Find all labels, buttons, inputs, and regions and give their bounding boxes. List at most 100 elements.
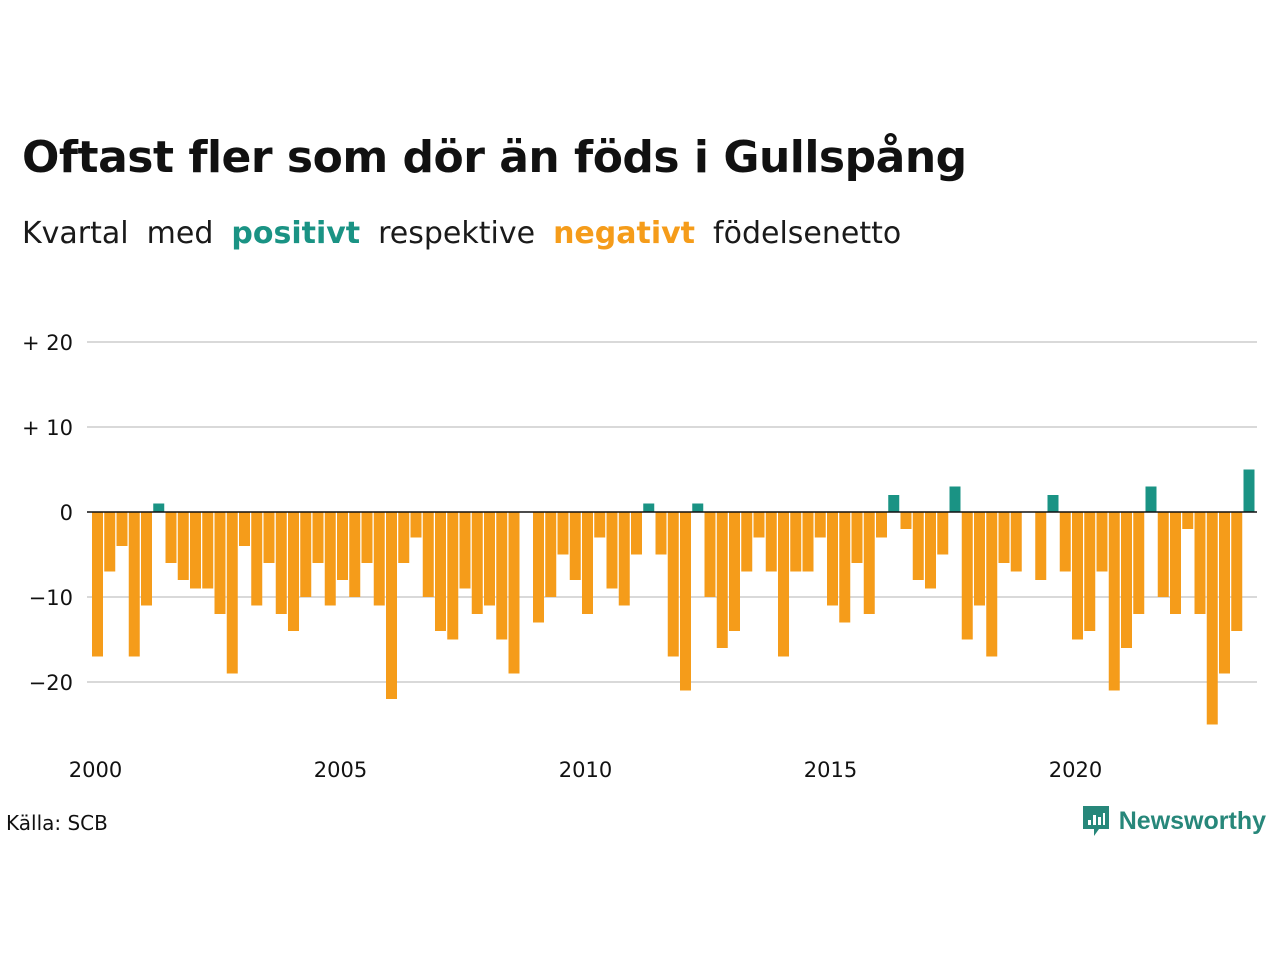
bar <box>373 512 385 606</box>
bar <box>361 512 373 563</box>
chart-title: Oftast fler som dör än föds i Gullspång <box>22 132 967 183</box>
bar <box>1072 512 1083 640</box>
bar <box>925 512 936 589</box>
bar <box>667 512 679 657</box>
bar <box>765 512 777 572</box>
bar <box>618 512 630 606</box>
bar <box>312 512 324 563</box>
bar <box>447 512 459 640</box>
x-tick-label: 2010 <box>559 758 612 782</box>
bar <box>116 512 128 546</box>
bar <box>226 512 238 674</box>
bar <box>202 512 214 589</box>
bar <box>557 512 569 555</box>
bar <box>128 512 140 657</box>
bar-chart: + 20 + 10 0 −10 −20 2000 2005 2010 2015 2020 <box>22 331 1257 782</box>
source-label: Källa: SCB <box>6 811 108 835</box>
subtitle-word-fodelsenetto: födelsenetto <box>713 216 902 251</box>
bar <box>533 512 544 623</box>
bar-chart-icon <box>1082 806 1109 836</box>
bar <box>631 512 642 555</box>
bar <box>1145 486 1157 512</box>
bar <box>496 512 508 640</box>
bar <box>1035 512 1047 580</box>
bars <box>92 469 1255 725</box>
bar <box>851 512 863 563</box>
bar <box>680 512 691 691</box>
bar <box>1010 512 1022 572</box>
chart-subtitle: Kvartal med positivt respektive negativt föde… <box>22 216 919 251</box>
bar <box>1182 512 1194 529</box>
x-tick-label: 2020 <box>1049 758 1102 782</box>
brand-name: Newsworthy <box>1118 806 1266 835</box>
bar <box>508 512 520 674</box>
x-axis-tick-labels: 2000 2005 2010 2015 2020 <box>69 758 1102 782</box>
bar <box>888 495 900 512</box>
bar <box>1170 512 1181 614</box>
newsworthy-logo: Newsworthy <box>1081 804 1266 838</box>
bar <box>386 512 397 699</box>
bar <box>288 512 299 631</box>
bar <box>778 512 789 657</box>
y-tick-label: −10 <box>29 586 73 610</box>
bar <box>961 512 973 640</box>
bar <box>214 512 226 614</box>
bar <box>1084 512 1096 631</box>
bar <box>435 512 446 631</box>
bar <box>741 512 753 572</box>
bar <box>92 512 103 657</box>
bar <box>876 512 887 538</box>
bar <box>704 512 716 597</box>
bar <box>349 512 361 597</box>
bar <box>998 512 1010 563</box>
x-tick-label: 2000 <box>69 758 122 782</box>
bar <box>974 512 985 606</box>
bar <box>324 512 336 606</box>
bar <box>1096 512 1108 572</box>
bar <box>141 512 152 606</box>
bar <box>814 512 826 538</box>
bar <box>912 512 924 580</box>
y-tick-label: + 10 <box>22 416 73 440</box>
bar <box>729 512 740 631</box>
bar <box>484 512 495 606</box>
bar <box>1206 512 1218 725</box>
bar <box>606 512 618 589</box>
bar <box>1219 512 1230 674</box>
bar <box>263 512 275 563</box>
bar <box>300 512 312 597</box>
bar <box>863 512 875 614</box>
bar <box>1121 512 1132 648</box>
bar <box>1047 495 1059 512</box>
bar <box>410 512 422 538</box>
bar <box>827 512 838 606</box>
subtitle-word-kvartal: Kvartal <box>22 216 129 251</box>
bar <box>692 503 704 512</box>
bar <box>569 512 581 580</box>
bar <box>1133 512 1145 614</box>
y-tick-label: 0 <box>60 501 73 525</box>
bar <box>716 512 728 648</box>
bar <box>165 512 177 563</box>
bar <box>459 512 471 589</box>
y-tick-label: −20 <box>29 671 73 695</box>
bar <box>937 512 949 555</box>
bar <box>1243 469 1255 512</box>
bar <box>1108 512 1120 691</box>
bar <box>153 503 165 512</box>
y-tick-label: + 20 <box>22 331 73 355</box>
bar <box>790 512 802 572</box>
bar <box>104 512 116 572</box>
bar <box>1194 512 1206 614</box>
bar <box>398 512 410 563</box>
bar <box>594 512 606 538</box>
x-tick-label: 2015 <box>804 758 857 782</box>
bar <box>655 512 667 555</box>
bar <box>190 512 201 589</box>
bar <box>177 512 189 580</box>
bar <box>802 512 814 572</box>
bar <box>275 512 287 614</box>
bar <box>839 512 851 623</box>
y-axis-tick-labels: + 20 + 10 0 −10 −20 <box>22 331 73 695</box>
bar <box>1231 512 1243 631</box>
